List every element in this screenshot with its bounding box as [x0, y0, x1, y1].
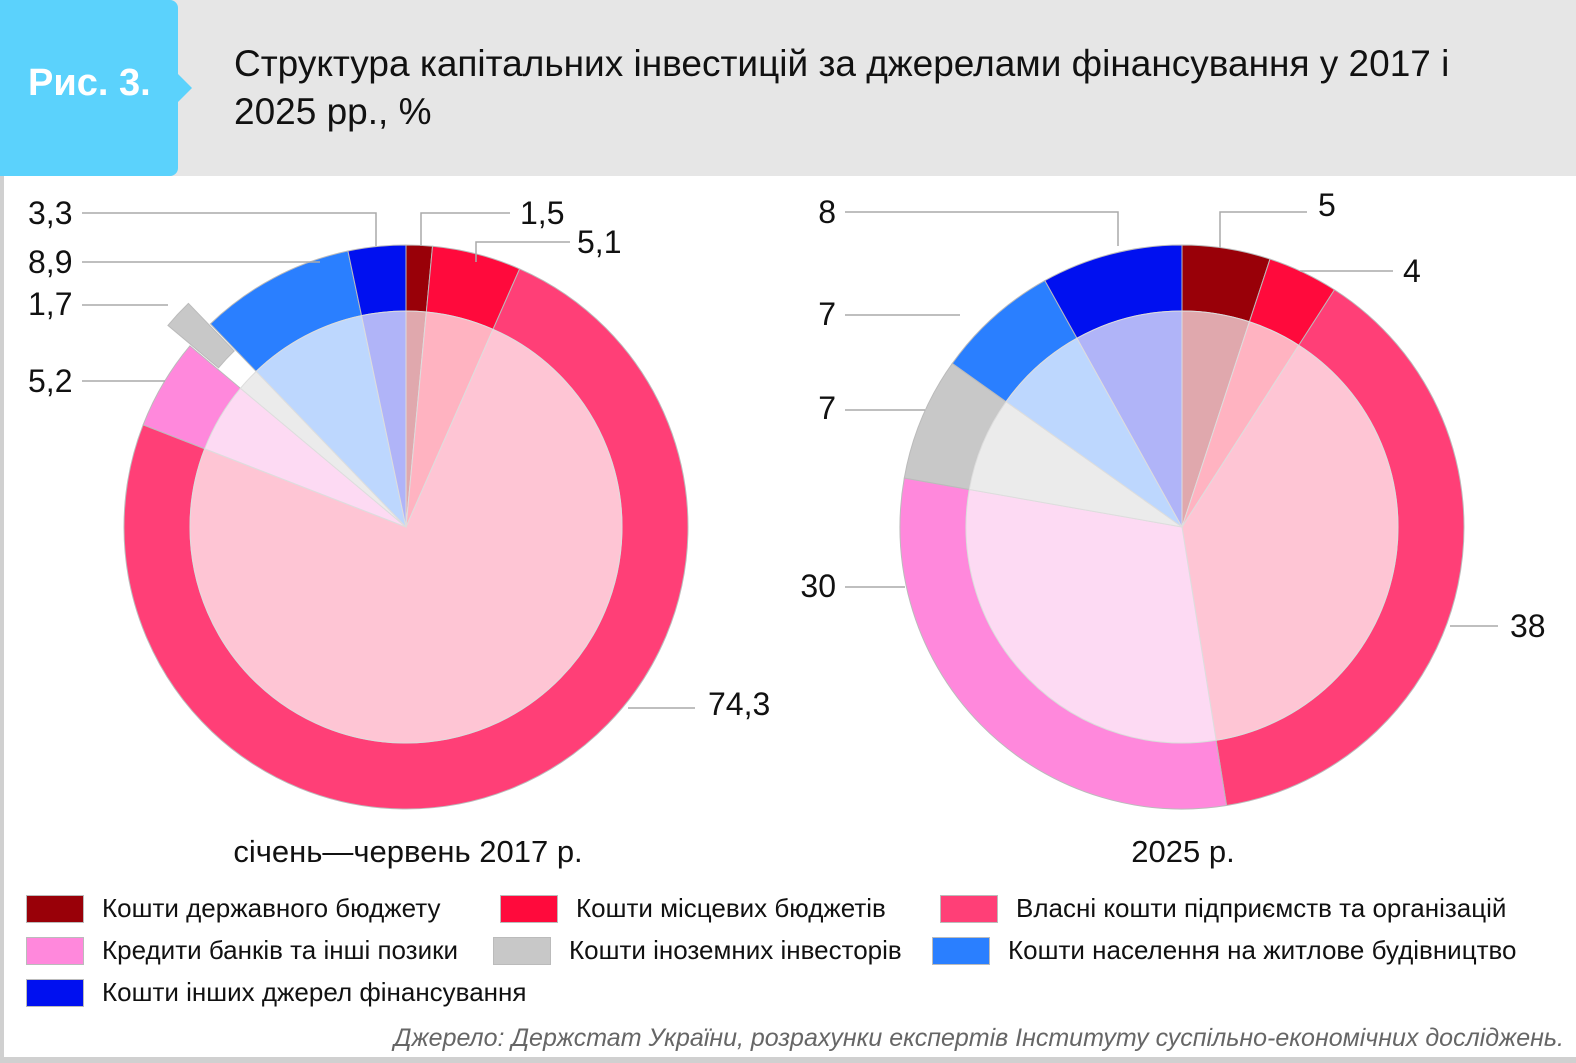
legend-swatch	[940, 894, 998, 923]
legend-swatch	[26, 978, 84, 1007]
data-label: 4	[1403, 253, 1421, 289]
pie1-slice-3	[142, 345, 407, 528]
data-label: 38	[1510, 608, 1546, 644]
figure-tab: Рис. 3.	[0, 0, 192, 176]
outer-ring-segment	[167, 302, 235, 369]
inner-pie-segment	[360, 310, 407, 528]
data-label: 5	[1318, 187, 1336, 223]
legend-label: Власні кошти підприємств та організацій	[1016, 893, 1507, 923]
data-label: 7	[818, 390, 836, 426]
data-label: 8	[818, 194, 836, 230]
pie2-slice-2	[1181, 289, 1465, 807]
pie1-slice-4	[167, 302, 407, 528]
data-label: 3,3	[28, 195, 72, 231]
legend-item: Кошти інших джерел фінансування	[26, 977, 526, 1008]
data-label: 1,7	[28, 286, 72, 322]
header: Рис. 3. Структура капітальних інвестицій…	[0, 0, 1576, 176]
data-label: 30	[800, 568, 836, 604]
legend-item: Власні кошти підприємств та організацій	[940, 893, 1506, 924]
legend-label: Кредити банків та інші позики	[102, 935, 459, 965]
legend-item: Кошти населення на житлове будівництво	[932, 935, 1517, 966]
chart2-caption: 2025 р.	[1131, 834, 1234, 869]
legend-swatch	[493, 936, 551, 965]
inner-pie-segment	[965, 488, 1217, 744]
data-label: 1,5	[520, 195, 564, 231]
pie2-slice-4	[903, 362, 1183, 528]
legend-item: Кошти місцевих бюджетів	[500, 893, 886, 924]
legend-label: Кошти населення на житлове будівництво	[1008, 935, 1517, 965]
pie1-slice-5	[209, 250, 407, 529]
legend-item: Кредити банків та інші позики	[26, 935, 458, 966]
pie2-slice-6	[1044, 244, 1183, 529]
legend-label: Кошти іноземних інвесторів	[569, 935, 902, 965]
chart-title: Структура капітальних інвестицій за джер…	[234, 43, 1450, 132]
legend-label: Кошти місцевих бюджетів	[576, 893, 886, 923]
pie1-slice-2	[123, 268, 689, 810]
source-note: Джерело: Держстат України, розрахунки ек…	[393, 1024, 1564, 1052]
pie2-slice-0	[1181, 244, 1271, 528]
figure-number: Рис. 3.	[28, 62, 151, 104]
legend-swatch	[500, 894, 558, 923]
data-label: 7	[818, 296, 836, 332]
leader-line	[82, 212, 377, 246]
leader-line	[475, 241, 570, 262]
inner-pie-segment	[1181, 344, 1399, 741]
inner-pie-segment	[1076, 310, 1183, 529]
inner-pie-segment	[189, 328, 623, 744]
data-label: 5,2	[28, 363, 72, 399]
legend-item: Кошти державного бюджету	[26, 893, 440, 924]
legend-label: Кошти державного бюджету	[102, 893, 441, 923]
data-label: 5,1	[577, 224, 621, 260]
pie1-slice-6	[347, 244, 407, 528]
legend-label: Кошти інших джерел фінансування	[102, 977, 527, 1007]
pie2-slice-3	[899, 477, 1228, 810]
inner-pie-segment	[255, 315, 407, 529]
legend-item: Кошти іноземних інвесторів	[493, 935, 902, 966]
data-label: 74,3	[708, 686, 770, 722]
data-label: 8,9	[28, 244, 72, 280]
legend-swatch	[932, 936, 990, 965]
leader-line	[1219, 211, 1307, 248]
legend-swatch	[26, 894, 84, 923]
chart1-caption: січень—червень 2017 р.	[233, 834, 582, 869]
leader-line	[420, 212, 510, 246]
leader-line	[845, 211, 1119, 246]
legend-swatch	[26, 936, 84, 965]
pie1-slice-1	[405, 245, 521, 528]
